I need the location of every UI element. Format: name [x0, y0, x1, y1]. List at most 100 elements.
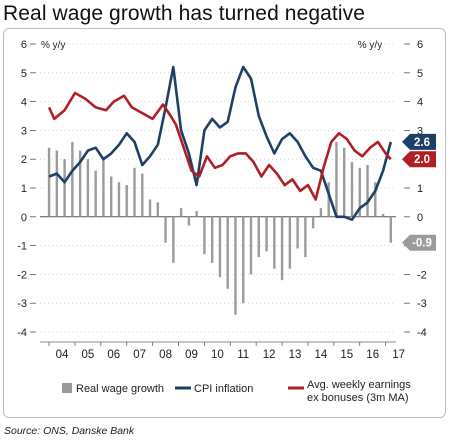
cpi-end-label-value: 2.6	[414, 137, 430, 149]
real-wage-bar	[148, 199, 152, 217]
x-tick-label: 13	[289, 349, 302, 361]
real-wage-bar	[203, 216, 206, 255]
x-tick-label: 16	[366, 349, 379, 361]
right-tick-label: 6	[417, 39, 423, 51]
left-tick-label: 5	[21, 68, 27, 80]
x-tick-label: 08	[159, 349, 172, 361]
real-wage-bar	[319, 208, 323, 217]
right-tick-label: 4	[417, 97, 423, 109]
real-wage-bar	[172, 216, 175, 263]
real-wage-end-label: -0.9	[402, 234, 436, 251]
right-tick-label: 1	[417, 183, 423, 195]
left-tick-label: 3	[21, 125, 27, 137]
real-wage-bar	[358, 167, 361, 217]
real-wage-bar	[311, 216, 315, 229]
real-wage-bar	[304, 216, 307, 258]
earnings-end-label: 2.0	[402, 151, 436, 168]
x-tick-label: 17	[392, 349, 405, 361]
real-wage-bar	[350, 162, 354, 217]
x-tick-label: 06	[107, 349, 120, 361]
real-wage-bar	[280, 216, 284, 281]
real-wage-bar	[343, 147, 346, 217]
cpi-end-label: 2.6	[402, 133, 436, 150]
legend-swatch-real-wage	[62, 383, 72, 393]
legend: Real wage growth CPI inflation Avg. week…	[62, 379, 411, 404]
real-wage-bar	[141, 173, 144, 217]
real-wage-bar	[102, 159, 105, 217]
real-wage-bar	[249, 216, 253, 275]
real-wage-bar	[110, 176, 113, 217]
x-tick-label: 11	[237, 349, 249, 361]
real-wage-bar	[327, 182, 330, 217]
earnings-end-label-flag	[402, 151, 436, 168]
x-tick-label: 12	[263, 349, 276, 361]
right-axis-unit-label: % y/y	[358, 40, 382, 51]
legend-label-cpi: CPI inflation	[194, 383, 253, 395]
x-tick-label: 04	[56, 349, 69, 361]
real-wage-bar	[156, 202, 160, 217]
real-wage-bar	[133, 167, 136, 217]
real-wage-bar	[78, 150, 82, 217]
real-wage-bar	[117, 182, 121, 217]
left-tick-label: -3	[17, 298, 27, 310]
x-tick-label: 07	[133, 349, 146, 361]
chart-title: Real wage growth has turned negative	[3, 2, 365, 25]
legend-label-earnings-line1: Avg. weekly earnings	[307, 379, 411, 391]
right-tick-label: 5	[417, 68, 423, 80]
real-wage-bar	[226, 216, 229, 289]
right-tick-label: -2	[417, 269, 427, 281]
right-tick-label: -3	[417, 298, 427, 310]
real-wage-bar	[366, 164, 369, 217]
x-tick-label: 09	[185, 349, 198, 361]
real-wage-bar	[218, 216, 222, 278]
avg-weekly-earnings-line	[47, 91, 392, 201]
real-wage-bar	[164, 216, 167, 243]
real-wage-bar	[234, 216, 237, 315]
right-tick-label: 0	[417, 212, 423, 224]
real-wage-bar	[187, 216, 191, 226]
real-wage-bar	[257, 216, 260, 258]
real-wage-bar	[296, 216, 299, 249]
x-tick-label: 14	[315, 349, 328, 361]
cpi-end-label-flag	[402, 133, 436, 150]
real-wage-bar	[242, 216, 245, 304]
left-tick-label: -1	[17, 241, 27, 253]
left-tick-label: -4	[17, 327, 27, 339]
left-tick-label: 1	[21, 183, 27, 195]
real-wage-bar	[210, 216, 214, 263]
real-wage-bar	[47, 147, 51, 217]
left-axis-unit-label: % y/y	[41, 40, 65, 51]
real-wage-bar	[195, 211, 198, 217]
real-wage-bar	[265, 216, 268, 252]
right-tick-label: -4	[417, 327, 427, 339]
real-wage-bar	[389, 216, 393, 243]
cpi-inflation-line	[48, 65, 393, 221]
left-tick-label: 6	[21, 39, 27, 51]
left-tick-label: 2	[21, 154, 27, 166]
left-tick-label: -2	[17, 269, 27, 281]
x-tick-label: 15	[340, 349, 353, 361]
legend-label-earnings-line2: ex bonuses (3m MA)	[307, 392, 408, 404]
real-wage-bar	[86, 159, 90, 217]
real-wage-end-label-flag	[402, 234, 436, 251]
real-wage-bar	[71, 141, 74, 217]
left-tick-label: 0	[21, 212, 27, 224]
real-wage-bar	[94, 170, 97, 217]
real-wage-bar	[288, 216, 292, 269]
real-wage-bar	[63, 159, 66, 217]
real-wage-bar	[335, 141, 338, 217]
real-wage-bar	[381, 213, 385, 217]
real-wage-bar	[273, 216, 276, 269]
real-wage-bar	[179, 208, 183, 217]
source-note: Source: ONS, Danske Bank	[4, 425, 135, 437]
real-wage-bar	[55, 150, 59, 217]
x-tick-label: 05	[81, 349, 94, 361]
earnings-end-label-value: 2.0	[414, 154, 430, 166]
x-tick-label: 10	[211, 349, 224, 361]
chart-frame	[3, 28, 446, 418]
real-wage-end-label-value: -0.9	[412, 238, 432, 250]
real-wage-bar	[374, 182, 377, 217]
legend-label-real-wage: Real wage growth	[76, 383, 164, 395]
right-tick-label: 3	[417, 125, 423, 137]
